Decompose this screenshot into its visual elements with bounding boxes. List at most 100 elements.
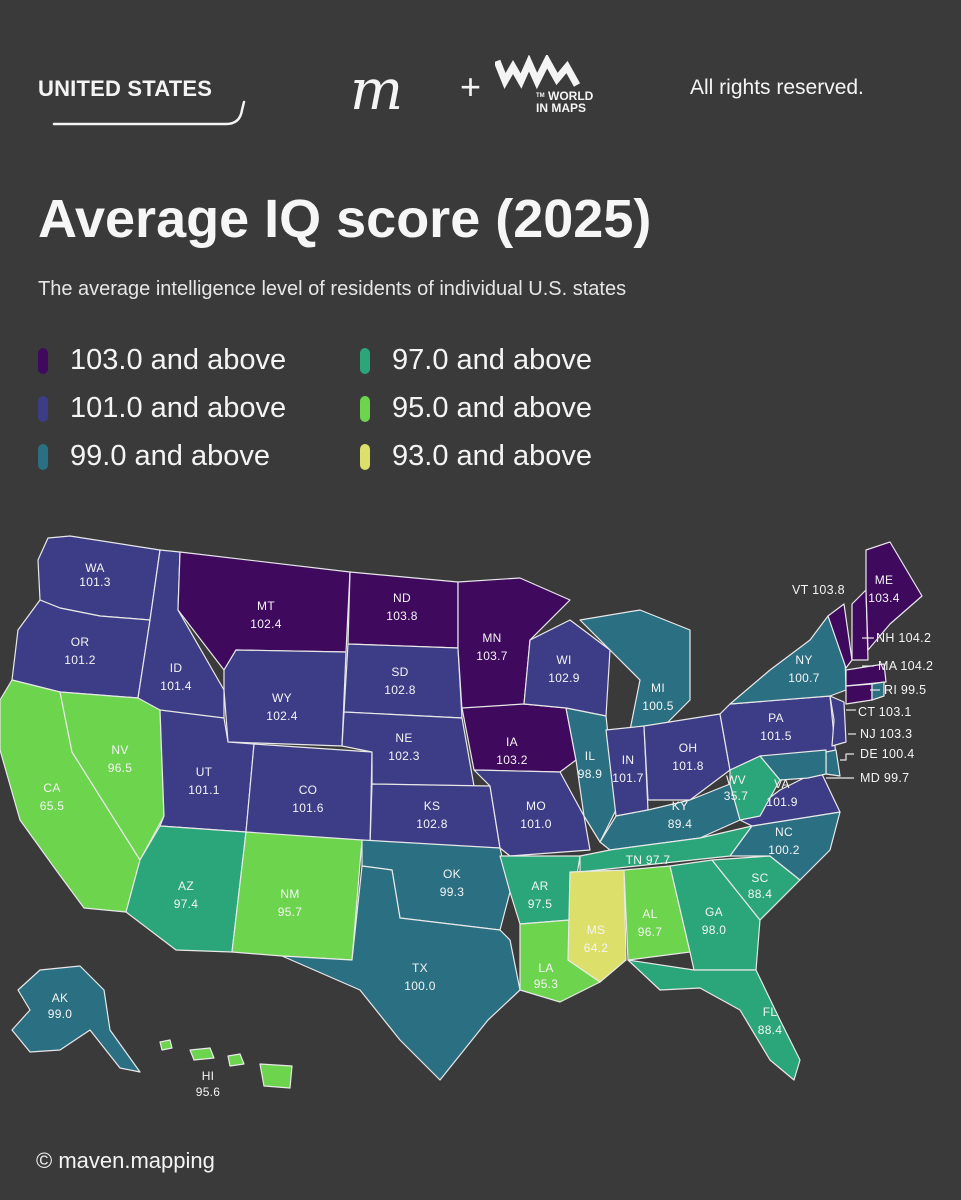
label-OH-abbr: OH [679,741,698,755]
label-ND-abbr: ND [393,591,411,605]
header-country: UNITED STATES [38,76,246,126]
country-underline [52,100,246,126]
state-MS [567,869,627,983]
world-in-maps-logo-icon [495,55,581,90]
label-ME-value: 103.4 [868,591,900,605]
credit-text: © maven.mapping [36,1148,215,1173]
state-MD [759,749,827,781]
label-AL-abbr: AL [642,907,657,921]
state-VA [739,769,841,827]
state-NY [729,615,847,705]
legend-item: 99.0 and above [38,440,270,473]
label-NC-abbr: NC [775,825,793,839]
label-PA-value: 101.5 [760,729,792,743]
label-IA-value: 103.2 [496,753,528,767]
label-MO-abbr: MO [526,799,546,813]
label-MI-abbr: MI [651,681,665,695]
label-SC-abbr: SC [751,871,768,885]
country-label: UNITED STATES [38,76,213,101]
label-LA-abbr: LA [538,961,553,975]
label-OR-abbr: OR [71,635,90,649]
label-GA-abbr: GA [705,905,723,919]
state-OH [643,713,731,801]
legend-swatch [38,347,48,374]
legend-swatch [38,395,48,422]
us-map: WA 101.3 OR 101.2 CA 65.5 ID 101.4 NV 96… [0,535,933,1099]
legend-item: 101.0 and above [38,392,286,425]
label-KY-abbr: KY [672,799,689,813]
callout-MD: MD 99.7 [860,771,909,785]
label-NV-abbr: NV [111,743,128,757]
maven-logo: m [350,58,404,123]
label-OK-abbr: OK [443,867,461,881]
state-NH [851,589,869,661]
label-UT-value: 101.1 [188,783,220,797]
label-ID-abbr: ID [170,661,183,675]
label-WI-abbr: WI [556,653,571,667]
logo-plus: + [460,66,482,107]
legend-item: 97.0 and above [360,344,592,377]
callout-MA: MA 104.2 [878,659,933,673]
label-KS-value: 102.8 [416,817,448,831]
state-RI [871,681,885,701]
label-ME-abbr: ME [875,573,894,587]
label-NC-value: 100.2 [768,843,800,857]
state-FL [627,959,801,1081]
label-VA-value: 101.9 [766,795,798,809]
state-CT [845,683,873,705]
label-IN-value: 101.7 [612,771,644,785]
label-MT-abbr: MT [257,599,275,613]
label-SD-abbr: SD [391,665,408,679]
callout-NH: NH 104.2 [876,631,931,645]
label-NV-value: 96.5 [108,761,133,775]
label-OR-value: 101.2 [64,653,96,667]
rights-text: All rights reserved. [690,76,864,99]
label-AZ-value: 97.4 [174,897,199,911]
callout-line [840,753,854,761]
world-in-maps-text: TM WORLD IN MAPS [536,89,594,115]
label-MS-value: 64.2 [584,941,609,955]
label-NE-abbr: NE [395,731,412,745]
label-WV-abbr: WV [726,773,746,787]
state-KS [369,783,501,849]
label-AK-value: 99.0 [48,1007,73,1021]
state-NJ [829,695,847,747]
label-NM-value: 95.7 [278,905,303,919]
state-HI-3 [227,1053,245,1067]
label-WA-value: 101.3 [79,575,111,589]
label-WA-abbr: WA [85,561,105,575]
label-AR-value: 97.5 [528,897,553,911]
callout-RI: RI 99.5 [884,683,926,697]
label-WI-value: 102.9 [548,671,580,685]
page-title: Average IQ score (2025) [38,189,652,249]
legend-swatch [38,443,48,470]
label-OH-value: 101.8 [672,759,704,773]
page-subtitle: The average intelligence level of reside… [38,278,627,300]
label-AR-abbr: AR [531,879,548,893]
label-ND-value: 103.8 [386,609,418,623]
label-NE-value: 102.3 [388,749,420,763]
label-IL-abbr: IL [585,749,596,763]
callout-NJ: NJ 103.3 [860,727,912,741]
label-MT-value: 102.4 [250,617,282,631]
label-NY-value: 100.7 [788,671,820,685]
label-HI-value: 95.6 [196,1085,221,1099]
state-TX [281,865,521,1081]
state-MO [473,769,591,857]
label-HI-abbr: HI [202,1069,215,1083]
label-MS-abbr: MS [587,923,606,937]
label-IA-abbr: IA [506,735,518,749]
label-CO-value: 101.6 [292,801,324,815]
legend-swatch [360,443,370,470]
label-GA-value: 98.0 [702,923,727,937]
label-AK-abbr: AK [52,991,69,1005]
label-UT-abbr: UT [196,765,213,779]
legend-item: 93.0 and above [360,440,592,473]
label-OK-value: 99.3 [440,885,465,899]
label-TX-value: 100.0 [404,979,436,993]
state-ME [865,541,923,651]
label-KY-value: 89.4 [668,817,693,831]
label-NY-abbr: NY [795,653,812,667]
label-FL-value: 88.4 [758,1023,783,1037]
legend-swatch [360,347,370,374]
